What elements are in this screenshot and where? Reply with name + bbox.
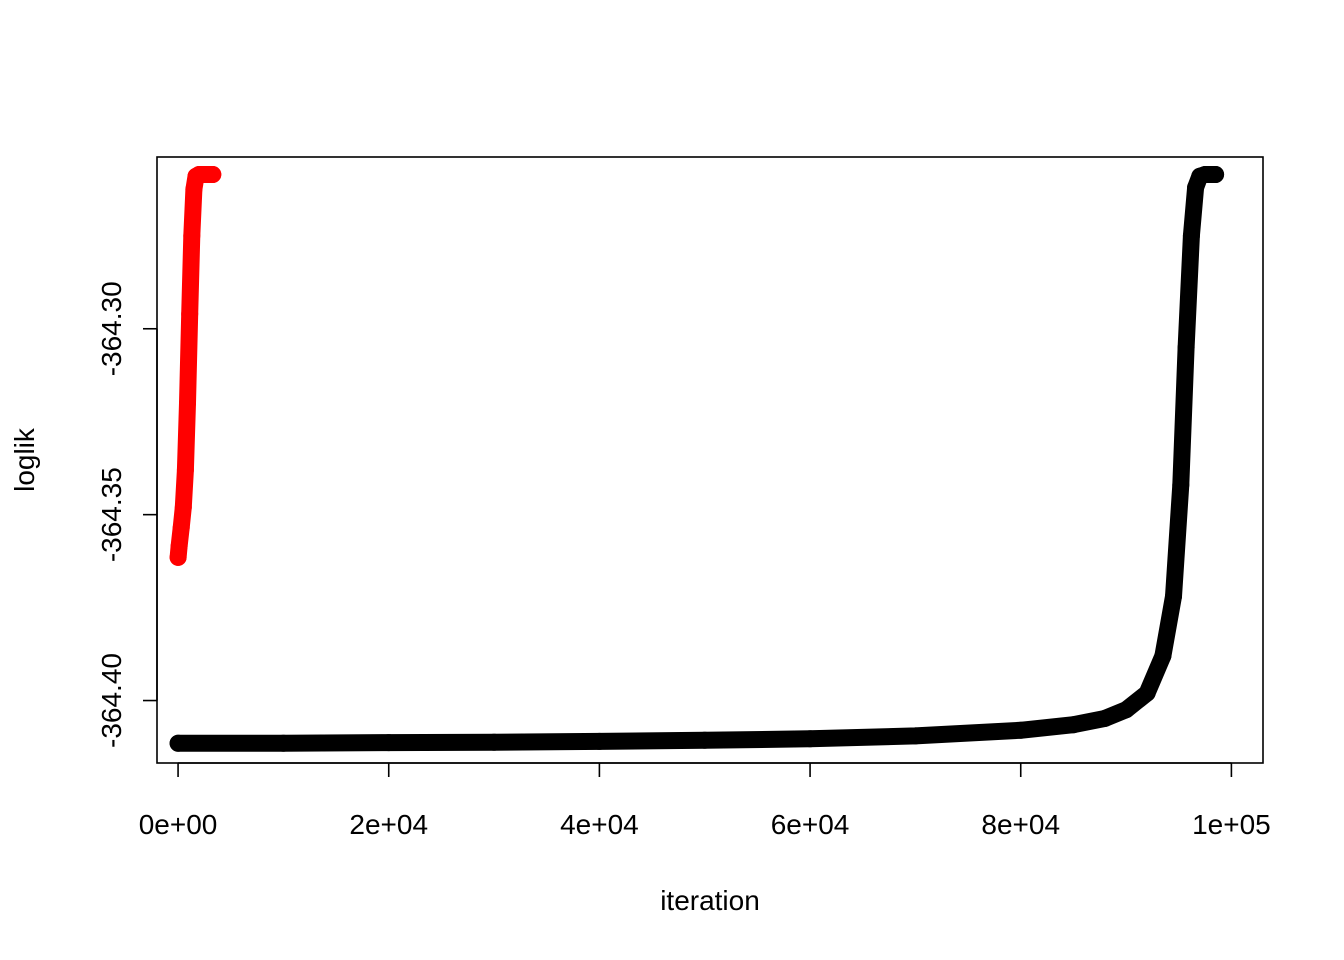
data-point [176,461,194,479]
data-point [274,734,292,752]
data-point [170,537,188,555]
data-point [1154,647,1172,665]
series-layer [169,166,1225,752]
x-tick-label: 4e+04 [560,809,639,840]
data-point [190,166,208,183]
data-point [1196,166,1214,183]
y-axis: -364.40 -364.35 -364.30 [96,281,158,748]
x-tick-label: 1e+05 [1192,809,1271,840]
series-0 [169,166,222,566]
data-point [187,167,205,185]
data-point [1182,227,1200,245]
data-point [181,305,199,323]
y-axis-label: loglik [9,427,40,492]
data-point [906,727,924,745]
data-point [1138,684,1156,702]
data-point [169,734,187,752]
data-point [590,732,608,750]
data-point [1096,709,1114,727]
data-point [172,519,190,537]
data-point [1201,166,1219,183]
data-point [696,731,714,749]
data-point [801,730,819,748]
data-point [1177,338,1195,356]
y-tick-label: -364.35 [96,467,127,562]
x-tick-label: 6e+04 [771,809,850,840]
data-point [1064,716,1082,734]
data-point [183,227,201,245]
data-point [1187,179,1205,196]
data-point [185,180,203,198]
data-point [1012,721,1030,739]
data-point [1165,587,1182,605]
data-point [1172,476,1190,494]
data-point [174,498,192,516]
data-point [380,734,398,752]
data-point [169,548,187,566]
x-tick-label: 8e+04 [981,809,1060,840]
x-tick-label: 2e+04 [349,809,428,840]
data-point [1117,701,1135,719]
data-point [485,733,503,751]
data-point [179,394,196,412]
x-tick-label: 0e+00 [139,809,218,840]
data-point [195,166,213,183]
data-point [1207,166,1225,183]
data-point [204,166,222,183]
y-tick-label: -364.30 [96,281,127,376]
x-axis-label: iteration [660,885,760,916]
series-1 [169,166,1225,752]
x-axis: 0e+00 2e+04 4e+04 6e+04 8e+04 1e+05 [139,762,1271,840]
y-tick-label: -364.40 [96,653,127,748]
